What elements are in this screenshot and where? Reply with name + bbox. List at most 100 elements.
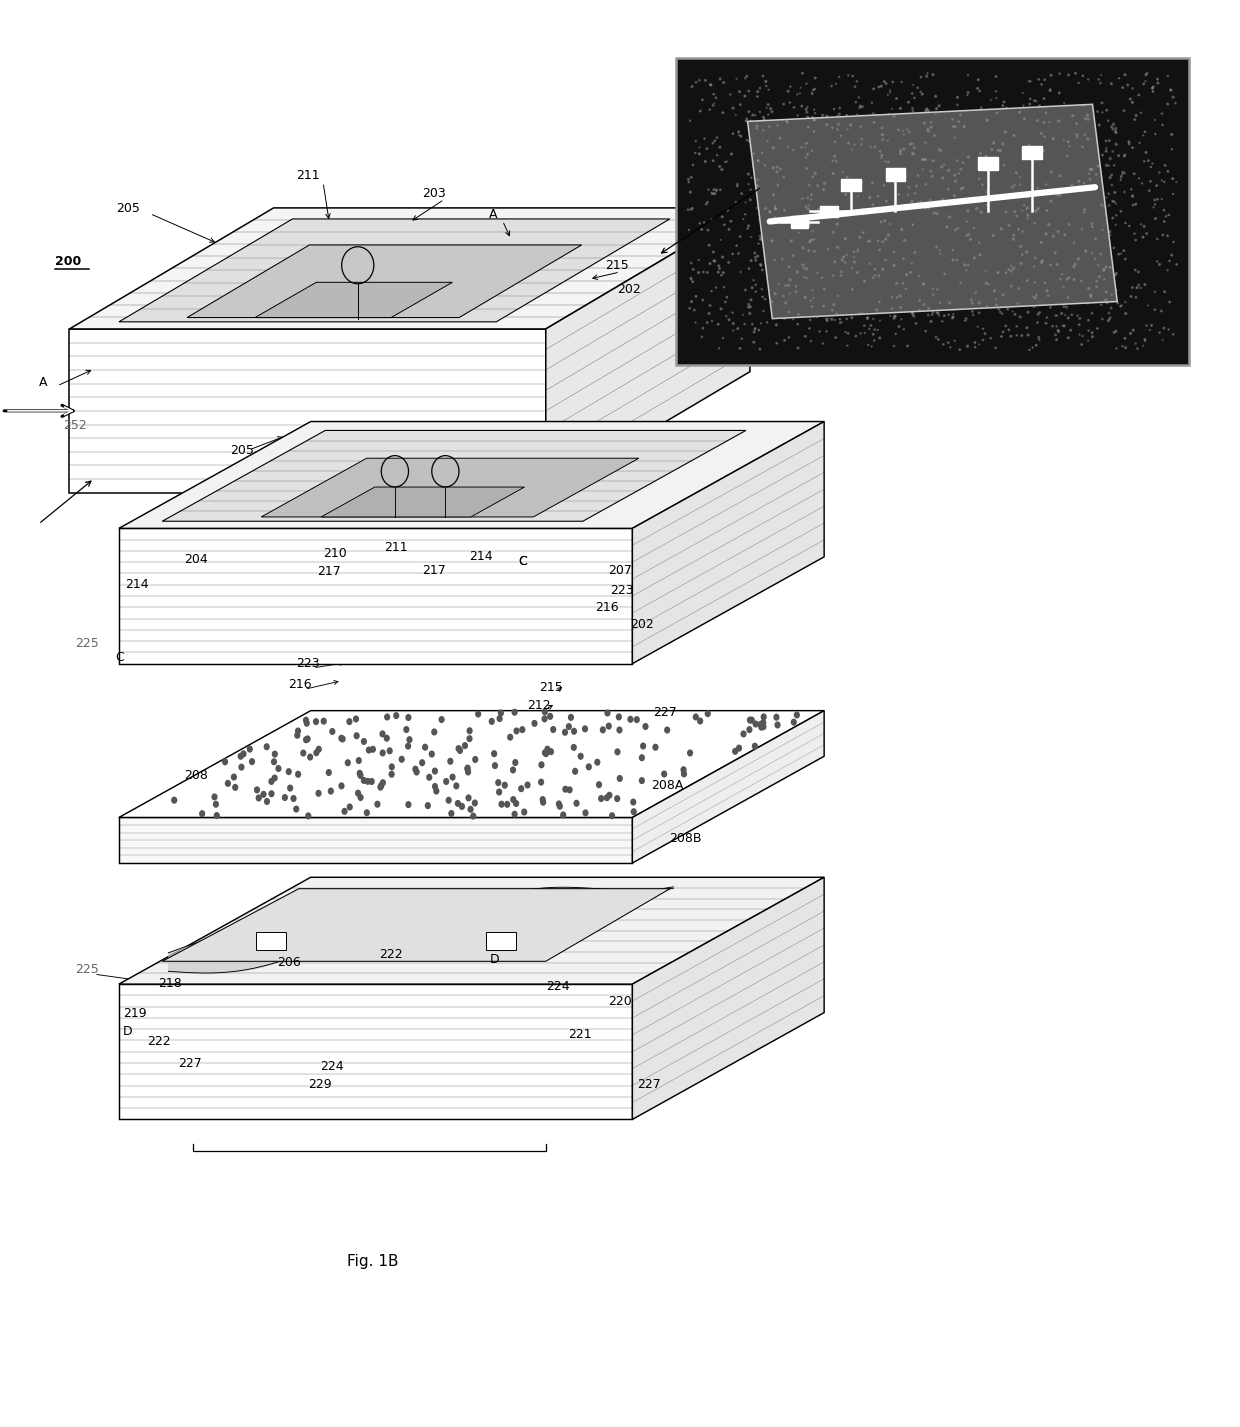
Text: 222: 222 [148,1036,171,1049]
Point [932,167,952,190]
Point [799,113,818,136]
Text: 205: 205 [231,444,254,457]
Point [1089,254,1109,277]
Point [1092,218,1112,241]
Point [1017,317,1037,340]
Circle shape [238,752,244,759]
Circle shape [567,786,573,793]
Circle shape [357,793,363,801]
Text: 227: 227 [653,706,677,719]
Point [951,104,971,127]
Point [706,87,725,110]
Point [701,294,720,317]
Point [848,240,868,263]
Point [976,260,996,283]
Point [1017,241,1037,264]
Point [1019,150,1039,173]
Text: C: C [518,555,527,568]
Circle shape [356,756,362,763]
Point [949,163,968,186]
Point [1073,284,1092,307]
Point [977,295,997,318]
Point [795,271,815,294]
Point [1075,107,1095,130]
Circle shape [304,719,310,726]
Point [748,244,768,267]
Point [957,84,977,107]
Point [1007,315,1027,338]
Point [820,126,839,148]
Point [746,248,766,271]
Point [720,83,740,106]
Point [775,307,795,330]
Point [776,248,796,271]
Point [1074,147,1094,170]
Point [794,237,813,260]
Point [1133,334,1153,357]
Bar [791,217,808,228]
Point [770,127,790,150]
Point [1149,321,1169,344]
Point [836,178,856,201]
Point [882,273,901,295]
Point [797,267,817,290]
Bar [820,205,837,217]
Point [862,335,882,358]
Point [1099,154,1118,177]
Point [770,288,790,311]
Point [1126,228,1146,251]
Point [742,250,761,273]
Point [790,81,810,104]
Point [766,197,786,220]
Point [706,277,725,300]
Point [915,131,935,154]
Point [810,217,830,240]
Point [869,76,889,98]
Point [935,304,955,327]
Point [836,183,856,205]
Point [1096,130,1116,153]
Point [1135,330,1154,352]
Point [707,126,727,148]
Point [1050,268,1070,291]
Point [1138,294,1158,317]
Point [1016,261,1035,284]
Point [742,136,761,158]
Point [842,307,862,330]
Point [986,251,1006,274]
Point [781,190,801,213]
Point [787,225,807,248]
Point [1043,288,1063,311]
Point [764,137,784,160]
Point [779,268,799,291]
Point [745,317,765,340]
Point [1081,158,1101,181]
Circle shape [405,714,412,721]
Circle shape [260,791,267,798]
Text: 217: 217 [317,565,341,578]
Point [758,311,777,334]
Point [1037,146,1056,168]
Point [1131,213,1151,235]
Point [818,238,838,261]
Point [825,144,844,167]
Point [970,332,990,355]
Point [1028,110,1048,133]
Point [864,263,884,285]
Point [830,103,849,126]
Point [1106,120,1126,143]
Point [759,271,779,294]
Point [1100,166,1120,188]
Point [789,184,808,207]
Point [878,83,898,106]
Circle shape [403,726,409,733]
Point [1149,161,1169,184]
Circle shape [247,745,253,752]
Point [1069,250,1089,273]
Point [1027,284,1047,307]
Circle shape [327,788,334,795]
Point [885,323,905,345]
Point [946,116,966,138]
Point [1004,143,1024,166]
Point [1039,280,1059,303]
